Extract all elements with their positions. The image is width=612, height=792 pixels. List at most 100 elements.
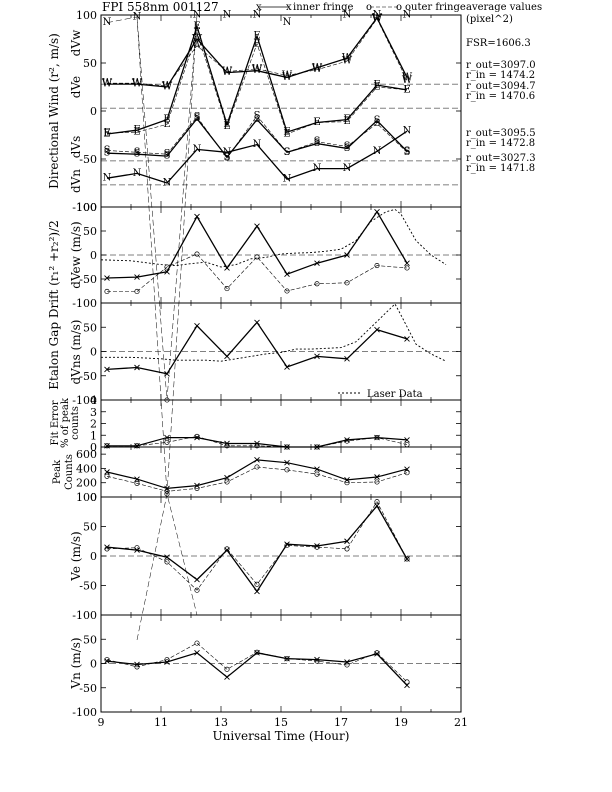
fit-outer-point-1 [134, 443, 140, 449]
ve-inner-point-2 [164, 554, 170, 560]
directional-N-inner-line [106, 130, 408, 184]
peak-inner-point-5 [254, 457, 260, 463]
vn-ytick-label-1: -50 [79, 682, 97, 695]
ve-outer-point-7 [314, 544, 320, 550]
vn-inner-point-9 [374, 650, 380, 657]
directional-W-inner-line [107, 16, 408, 88]
ve-outer-point-9 [374, 499, 380, 505]
ve-ytick-label-3: 50 [83, 521, 97, 534]
directional-N-inner-point-8: N [343, 163, 352, 174]
vn-outer-point-2 [164, 657, 170, 663]
peak-outer-point-10 [404, 470, 410, 476]
directional-sublabel-0: dVw [69, 29, 83, 56]
directional-S-inner-point-2: S [164, 151, 171, 162]
ve-inner-point-3 [194, 576, 200, 583]
peak-ylabel-1: Peak [52, 459, 63, 484]
ve-outer-point-10 [404, 556, 410, 562]
dvns-inner-point-7 [314, 353, 320, 360]
directional-S-inner-point-8: S [344, 143, 351, 154]
peak_counts-ytick-label-2: 400 [76, 462, 97, 475]
directional-W-inner-point-7: W [312, 62, 323, 73]
directional-S-inner-point-3: S [194, 113, 201, 124]
peak_counts-ytick-label-0: 0 [90, 491, 97, 504]
dvew-outer-point-7 [314, 281, 320, 287]
ve-inner-point-8 [344, 538, 350, 545]
directional-E-outer-point-4: E [223, 121, 230, 132]
dvew-outer-point-10 [404, 265, 410, 271]
directional-W-outer-point-5: W [252, 63, 263, 74]
directional-E-outer-point-3: E [193, 27, 200, 38]
directional-E-inner-line [106, 24, 408, 135]
dvew-inner-line [106, 210, 408, 279]
ve-inner-point-4 [224, 547, 230, 553]
directional-W-inner-point-2: W [162, 82, 173, 93]
directional-ytick-label-0: -100 [72, 201, 97, 214]
fit-ylabel-1: Fit Error [50, 400, 61, 445]
ve-ytick-label-4: 100 [76, 491, 97, 504]
peak-outer-point-7 [314, 471, 320, 477]
fit-ylabel-2: % of peak [60, 397, 71, 448]
avg-title-2: (pixel^2) [466, 14, 513, 25]
ve-inner-line [106, 504, 408, 593]
n-r-in: r_in = 1471.8 [466, 163, 535, 174]
dvew-outer-point-5 [254, 254, 260, 260]
fit_error-ytick-label-4: 4 [90, 394, 97, 407]
ve-inner-point-6 [284, 541, 290, 548]
directional-S-inner-point-7: S [314, 138, 321, 149]
vn-inner-point-3 [194, 650, 200, 656]
directional-S-inner-point-6: S [284, 147, 291, 158]
fit_error-ytick-label-2: 2 [90, 418, 97, 431]
directional-N-inner-point-10: N [403, 126, 412, 137]
dvew-inner-point-4 [224, 265, 230, 271]
dvew-outer-line [107, 253, 408, 292]
vn-outer-point-1 [134, 664, 140, 670]
directional-W-outer-point-3: W [192, 40, 203, 51]
dvew-inner-point-10 [404, 260, 410, 266]
legend-outer-label: outer fringe [405, 2, 466, 13]
directional-W-outer-point-0: W [102, 78, 113, 89]
dvew-ytick-label-1: -50 [79, 273, 97, 286]
vn-outer-point-10 [404, 679, 410, 685]
directional-S-inner-point-0: S [104, 148, 111, 159]
directional-W-inner-point-3: W [192, 34, 203, 45]
x-tick-label-2: 13 [214, 716, 228, 729]
peak-inner-point-7 [314, 466, 320, 472]
dvns-inner-point-5 [254, 319, 260, 326]
peak-outer-point-1 [134, 480, 140, 486]
fit_error-ytick-label-1: 1 [90, 429, 97, 442]
legend-inner-label: inner fringe [293, 2, 353, 13]
dvew-outer-point-2 [164, 264, 170, 270]
directional-E-outer-point-8: E [343, 116, 350, 127]
directional-W-outer-point-1: W [132, 78, 143, 89]
peak-outer-point-0 [104, 473, 110, 479]
directional-E-inner-point-1: E [133, 125, 140, 136]
vn-inner-point-7 [314, 656, 320, 663]
dvew-inner-point-3 [194, 213, 200, 220]
directional-E-inner-point-9: E [373, 80, 380, 91]
dvew-outer-point-4 [224, 286, 230, 292]
ve-ytick-label-0: -100 [72, 609, 97, 622]
vn-outer-point-8 [344, 662, 350, 668]
legend-outer: o o outer fringe [366, 2, 466, 13]
directional-S-inner-point-4: S [224, 152, 231, 163]
directional-N-inner-point-2: N [163, 178, 172, 189]
fit-outer-point-5 [254, 443, 260, 449]
directional-W-outer-line [107, 18, 408, 87]
x-axis-label: Universal Time (Hour) [213, 729, 350, 743]
directional-E-inner-point-10: E [403, 84, 410, 95]
peak-inner-point-1 [134, 476, 140, 482]
ve-outer-point-2 [164, 559, 170, 565]
vn-outer-point-9 [374, 650, 380, 656]
directional-ylabel: Directional Wind (r², m/s) [47, 33, 61, 189]
x-tick-label-4: 17 [334, 716, 348, 729]
directional-E-outer-point-0: E [103, 128, 110, 139]
vn-outer-line [106, 642, 408, 683]
directional-ytick-label-2: 0 [90, 105, 97, 118]
ve-outer-point-6 [284, 542, 290, 548]
ve-outer-point-8 [344, 546, 350, 552]
ve-outer-point-0 [104, 546, 110, 552]
directional-S-outer-point-6: S [284, 147, 291, 158]
vn-inner-point-4 [224, 674, 230, 680]
dvew-outer-point-0 [104, 288, 110, 295]
